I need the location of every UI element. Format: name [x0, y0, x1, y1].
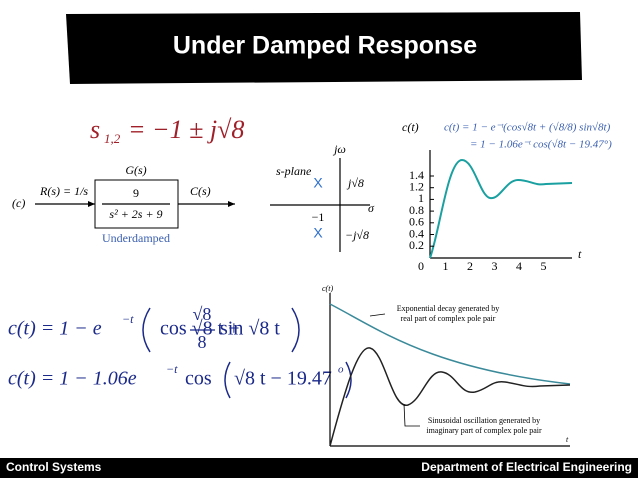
diagram-tag: (c) — [12, 196, 25, 210]
plane-name: s-plane — [276, 164, 312, 178]
x-label: t — [578, 247, 582, 261]
y-label: c(t) — [402, 120, 419, 134]
x-tick-label: 4 — [516, 259, 522, 273]
footer-right: Department of Electrical Engineering — [421, 460, 632, 474]
y-tick-label: 1.4 — [409, 168, 424, 182]
footer-left: Control Systems — [6, 460, 102, 474]
eq-term: cos √8 t + — [160, 318, 239, 340]
x-tick-label: 2 — [467, 259, 473, 273]
numerator: 9 — [133, 186, 139, 200]
oscillation-curve — [329, 347, 571, 447]
denominator: s² + 2s + 9 — [109, 207, 162, 221]
note: Sinusoidal oscillation generated by — [428, 416, 540, 425]
poles-lhs: s — [90, 115, 100, 144]
equation: c(t) = 1 − e⁻ᵗ(cos√8t + (√8/8) sin√8t) — [444, 122, 611, 134]
x-label: t — [566, 435, 569, 444]
caption: Underdamped — [102, 231, 170, 245]
x-tick-label: 3 — [492, 259, 498, 273]
output-label: C(s) — [190, 184, 211, 198]
note: real part of complex pole pair — [401, 314, 496, 323]
pole-mark: X — [313, 175, 323, 191]
response-curve — [429, 158, 573, 259]
imag-axis-label: jω — [332, 142, 346, 156]
eq-degree: o — [338, 364, 344, 376]
y-tick-label: 0.6 — [409, 215, 424, 229]
y-tick-label: 1 — [418, 191, 424, 205]
eq-exp: −t — [122, 312, 134, 326]
paren — [345, 361, 352, 399]
title-banner — [66, 12, 582, 84]
poles-rhs: = −1 ± j√8 — [128, 115, 244, 144]
lower-pole: −j√8 — [345, 228, 369, 242]
eq-term: cos — [185, 368, 212, 390]
response-plot: c(t) c(t) = 1 − e⁻ᵗ(cos√8t + (√8/8) sin√… — [402, 120, 612, 273]
block-label: G(s) — [125, 163, 146, 177]
poles-sub: 1,2 — [104, 131, 121, 146]
arrow-head — [88, 201, 95, 207]
note: Exponential decay generated by — [397, 304, 499, 313]
paren — [224, 361, 231, 399]
eq-lhs: c(t) = 1 − e — [8, 318, 102, 340]
eq-term: sin √8 t — [220, 318, 280, 340]
real-part: −1 — [312, 210, 325, 224]
eq-inner: √8 t − 19.47 — [234, 368, 332, 390]
arrow-head — [228, 201, 235, 207]
y-tick-label: 0.4 — [409, 226, 424, 240]
paren — [142, 307, 151, 353]
y-label: c(t) — [322, 284, 333, 293]
x-tick-label: 5 — [541, 259, 547, 273]
footer-bar — [0, 458, 638, 478]
leader — [369, 313, 386, 317]
real-axis-label: σ — [368, 201, 375, 215]
y-tick-label: 0.2 — [409, 238, 424, 252]
eq-exp: −t — [166, 362, 178, 376]
x-tick-label: 0 — [418, 259, 424, 273]
x-tick-label: 1 — [443, 259, 449, 273]
paren — [291, 307, 300, 353]
equation: = 1 − 1.06e⁻ᵗ cos(√8t − 19.47°) — [470, 139, 612, 151]
y-tick-label: 1.2 — [409, 179, 424, 193]
eq-lhs: c(t) = 1 − 1.06e — [8, 368, 137, 390]
input-label: R(s) = 1/s — [39, 184, 88, 198]
title: Under Damped Response — [173, 32, 477, 60]
note: imaginary part of complex pole pair — [426, 426, 542, 435]
leader — [403, 403, 420, 427]
y-tick-label: 0.8 — [409, 203, 424, 217]
pole-mark: X — [313, 225, 323, 241]
eq-num: √8 — [193, 304, 212, 324]
envelope-curve — [329, 303, 571, 385]
eq-den: 8 — [198, 332, 207, 352]
upper-pole: j√8 — [346, 176, 364, 190]
